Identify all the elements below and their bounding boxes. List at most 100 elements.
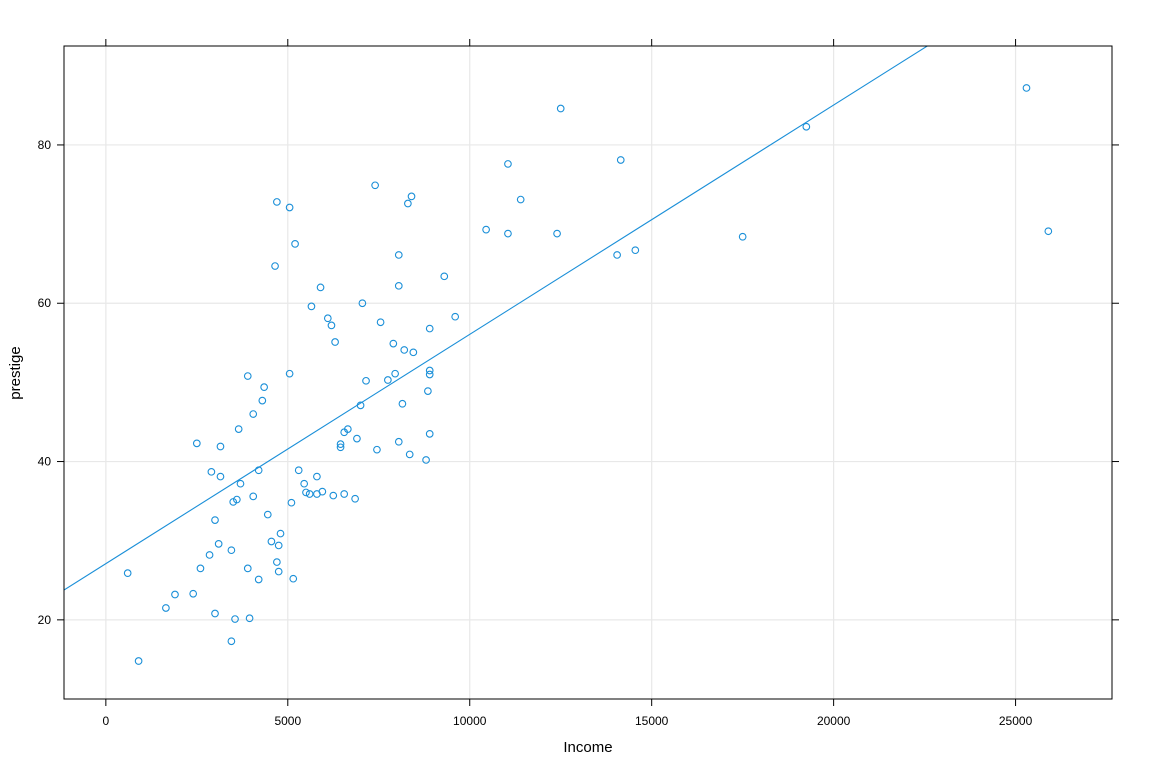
x-tick-label: 10000 bbox=[453, 714, 487, 728]
data-points bbox=[123, 84, 1053, 665]
data-point bbox=[302, 488, 310, 497]
data-point bbox=[254, 575, 263, 584]
y-tick-label: 60 bbox=[38, 296, 52, 310]
data-point bbox=[245, 614, 254, 623]
data-point bbox=[329, 491, 338, 500]
data-point bbox=[254, 466, 263, 475]
data-point bbox=[258, 396, 267, 405]
data-point bbox=[249, 492, 258, 501]
data-point bbox=[358, 299, 367, 308]
data-point bbox=[516, 195, 525, 204]
data-point bbox=[267, 537, 276, 546]
data-point bbox=[353, 434, 361, 443]
data-point bbox=[389, 339, 398, 348]
regression-line bbox=[64, 46, 929, 591]
data-point bbox=[305, 490, 314, 498]
data-point bbox=[162, 604, 170, 612]
data-point bbox=[424, 387, 432, 395]
data-point bbox=[300, 479, 309, 488]
x-tick-label: 20000 bbox=[817, 714, 851, 728]
x-axis-title: Income bbox=[563, 739, 612, 756]
data-point bbox=[276, 529, 285, 538]
data-point bbox=[425, 366, 434, 375]
grid-lines bbox=[64, 46, 1112, 699]
data-point bbox=[1022, 84, 1031, 92]
data-point bbox=[271, 262, 279, 270]
data-point bbox=[294, 466, 303, 475]
data-point bbox=[613, 251, 621, 259]
data-point bbox=[273, 558, 281, 566]
data-point bbox=[504, 160, 512, 168]
data-point bbox=[398, 399, 407, 408]
data-point bbox=[205, 551, 214, 559]
data-point bbox=[273, 198, 281, 206]
data-point bbox=[331, 338, 339, 346]
data-point bbox=[631, 246, 640, 255]
y-tick-label: 20 bbox=[38, 613, 52, 627]
data-point bbox=[373, 445, 381, 454]
y-tick-label: 40 bbox=[38, 455, 52, 469]
data-point bbox=[318, 487, 327, 496]
data-point bbox=[234, 425, 243, 433]
data-point bbox=[504, 229, 512, 238]
y-tick-label: 80 bbox=[38, 138, 52, 152]
data-point bbox=[340, 490, 349, 498]
data-point bbox=[376, 318, 385, 327]
plot-frame bbox=[63, 45, 1113, 700]
data-point bbox=[336, 443, 345, 452]
data-point bbox=[1044, 227, 1053, 236]
data-point bbox=[425, 429, 434, 438]
data-point bbox=[249, 410, 258, 418]
data-point bbox=[316, 283, 325, 292]
data-point bbox=[616, 156, 625, 164]
x-tick-label: 15000 bbox=[635, 714, 669, 728]
data-point bbox=[211, 609, 219, 618]
y-axis-title: prestige bbox=[7, 346, 24, 399]
data-point bbox=[371, 181, 379, 190]
data-point bbox=[274, 567, 283, 576]
data-point bbox=[451, 312, 460, 321]
x-tick-label: 25000 bbox=[999, 714, 1033, 728]
x-tick-label: 5000 bbox=[274, 714, 301, 728]
data-point bbox=[171, 590, 179, 599]
data-point bbox=[425, 370, 434, 379]
data-point bbox=[394, 437, 403, 446]
data-point bbox=[482, 225, 490, 234]
axis-ticks bbox=[57, 39, 1119, 706]
data-point bbox=[356, 401, 365, 410]
data-point bbox=[409, 348, 418, 357]
data-point bbox=[307, 302, 316, 311]
data-point bbox=[207, 467, 216, 476]
data-point bbox=[236, 479, 245, 488]
tick-labels: 0 5000 10000 15000 20000 25000 20 40 60 80 bbox=[38, 138, 1033, 728]
data-point bbox=[227, 637, 236, 646]
data-point bbox=[291, 240, 299, 248]
data-point bbox=[243, 372, 252, 380]
data-point bbox=[192, 439, 201, 448]
data-point bbox=[211, 516, 219, 524]
data-point bbox=[400, 346, 409, 354]
data-point bbox=[214, 540, 223, 548]
data-point bbox=[553, 229, 561, 238]
data-point bbox=[260, 383, 268, 391]
data-point bbox=[216, 472, 225, 481]
data-point bbox=[351, 494, 359, 503]
data-point bbox=[336, 440, 345, 448]
data-point bbox=[405, 450, 414, 459]
data-point bbox=[231, 615, 239, 623]
data-point bbox=[802, 122, 811, 131]
data-point bbox=[232, 495, 241, 504]
data-point bbox=[227, 546, 236, 555]
data-point bbox=[285, 369, 294, 378]
regression-line-layer bbox=[64, 46, 929, 591]
data-point bbox=[196, 564, 205, 573]
data-point bbox=[313, 472, 321, 481]
x-tick-label: 0 bbox=[103, 714, 110, 728]
data-point bbox=[422, 456, 430, 464]
data-point bbox=[425, 324, 434, 333]
data-point bbox=[274, 541, 283, 550]
data-point bbox=[407, 192, 416, 201]
data-point bbox=[189, 589, 198, 598]
data-point bbox=[123, 569, 132, 577]
